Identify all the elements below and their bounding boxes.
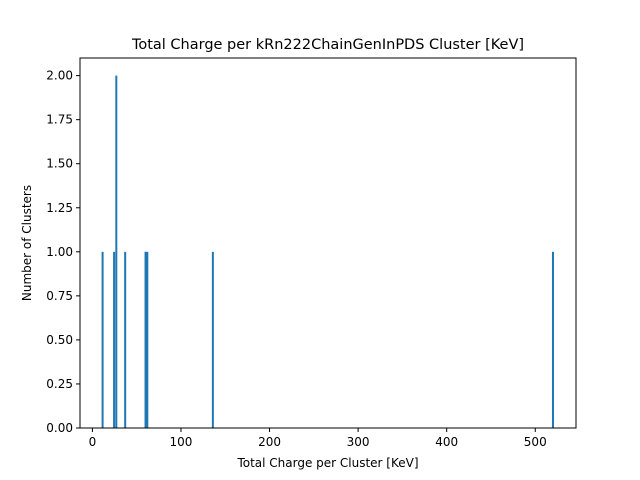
histogram-bar	[115, 75, 118, 428]
histogram-bar	[101, 251, 104, 428]
histogram-bar	[551, 251, 554, 428]
y-tick-label: 0.25	[46, 377, 73, 391]
x-axis-label: Total Charge per Cluster [KeV]	[236, 456, 418, 470]
x-tick-label: 0	[89, 435, 97, 449]
histogram-bar	[146, 251, 149, 428]
y-ticks-group: 0.00 0.25 0.50 0.75 1.00 1.25 1.50 1.75 2.00	[46, 69, 80, 435]
x-tick-label: 200	[258, 435, 281, 449]
y-tick-label: 1.50	[46, 157, 73, 171]
bars-group	[101, 75, 554, 428]
x-ticks-group: 0 100 200 300 400 500	[89, 428, 547, 449]
y-tick-label: 0.00	[46, 421, 73, 435]
y-tick-label: 1.00	[46, 245, 73, 259]
histogram-bar	[124, 251, 127, 428]
histogram-bar	[113, 251, 116, 428]
y-tick-label: 1.25	[46, 201, 73, 215]
x-tick-label: 300	[347, 435, 370, 449]
x-tick-label: 100	[170, 435, 193, 449]
histogram-bar	[211, 251, 214, 428]
y-tick-label: 2.00	[46, 69, 73, 83]
plot-frame	[79, 57, 577, 429]
y-tick-label: 1.75	[46, 113, 73, 127]
x-tick-label: 500	[524, 435, 547, 449]
x-tick-label: 400	[435, 435, 458, 449]
y-tick-label: 0.50	[46, 333, 73, 347]
chart-title: Total Charge per kRn222ChainGenInPDS Clu…	[131, 37, 524, 53]
y-axis-label: Number of Clusters	[20, 185, 34, 301]
histogram-bar	[144, 251, 147, 428]
y-tick-label: 0.75	[46, 289, 73, 303]
